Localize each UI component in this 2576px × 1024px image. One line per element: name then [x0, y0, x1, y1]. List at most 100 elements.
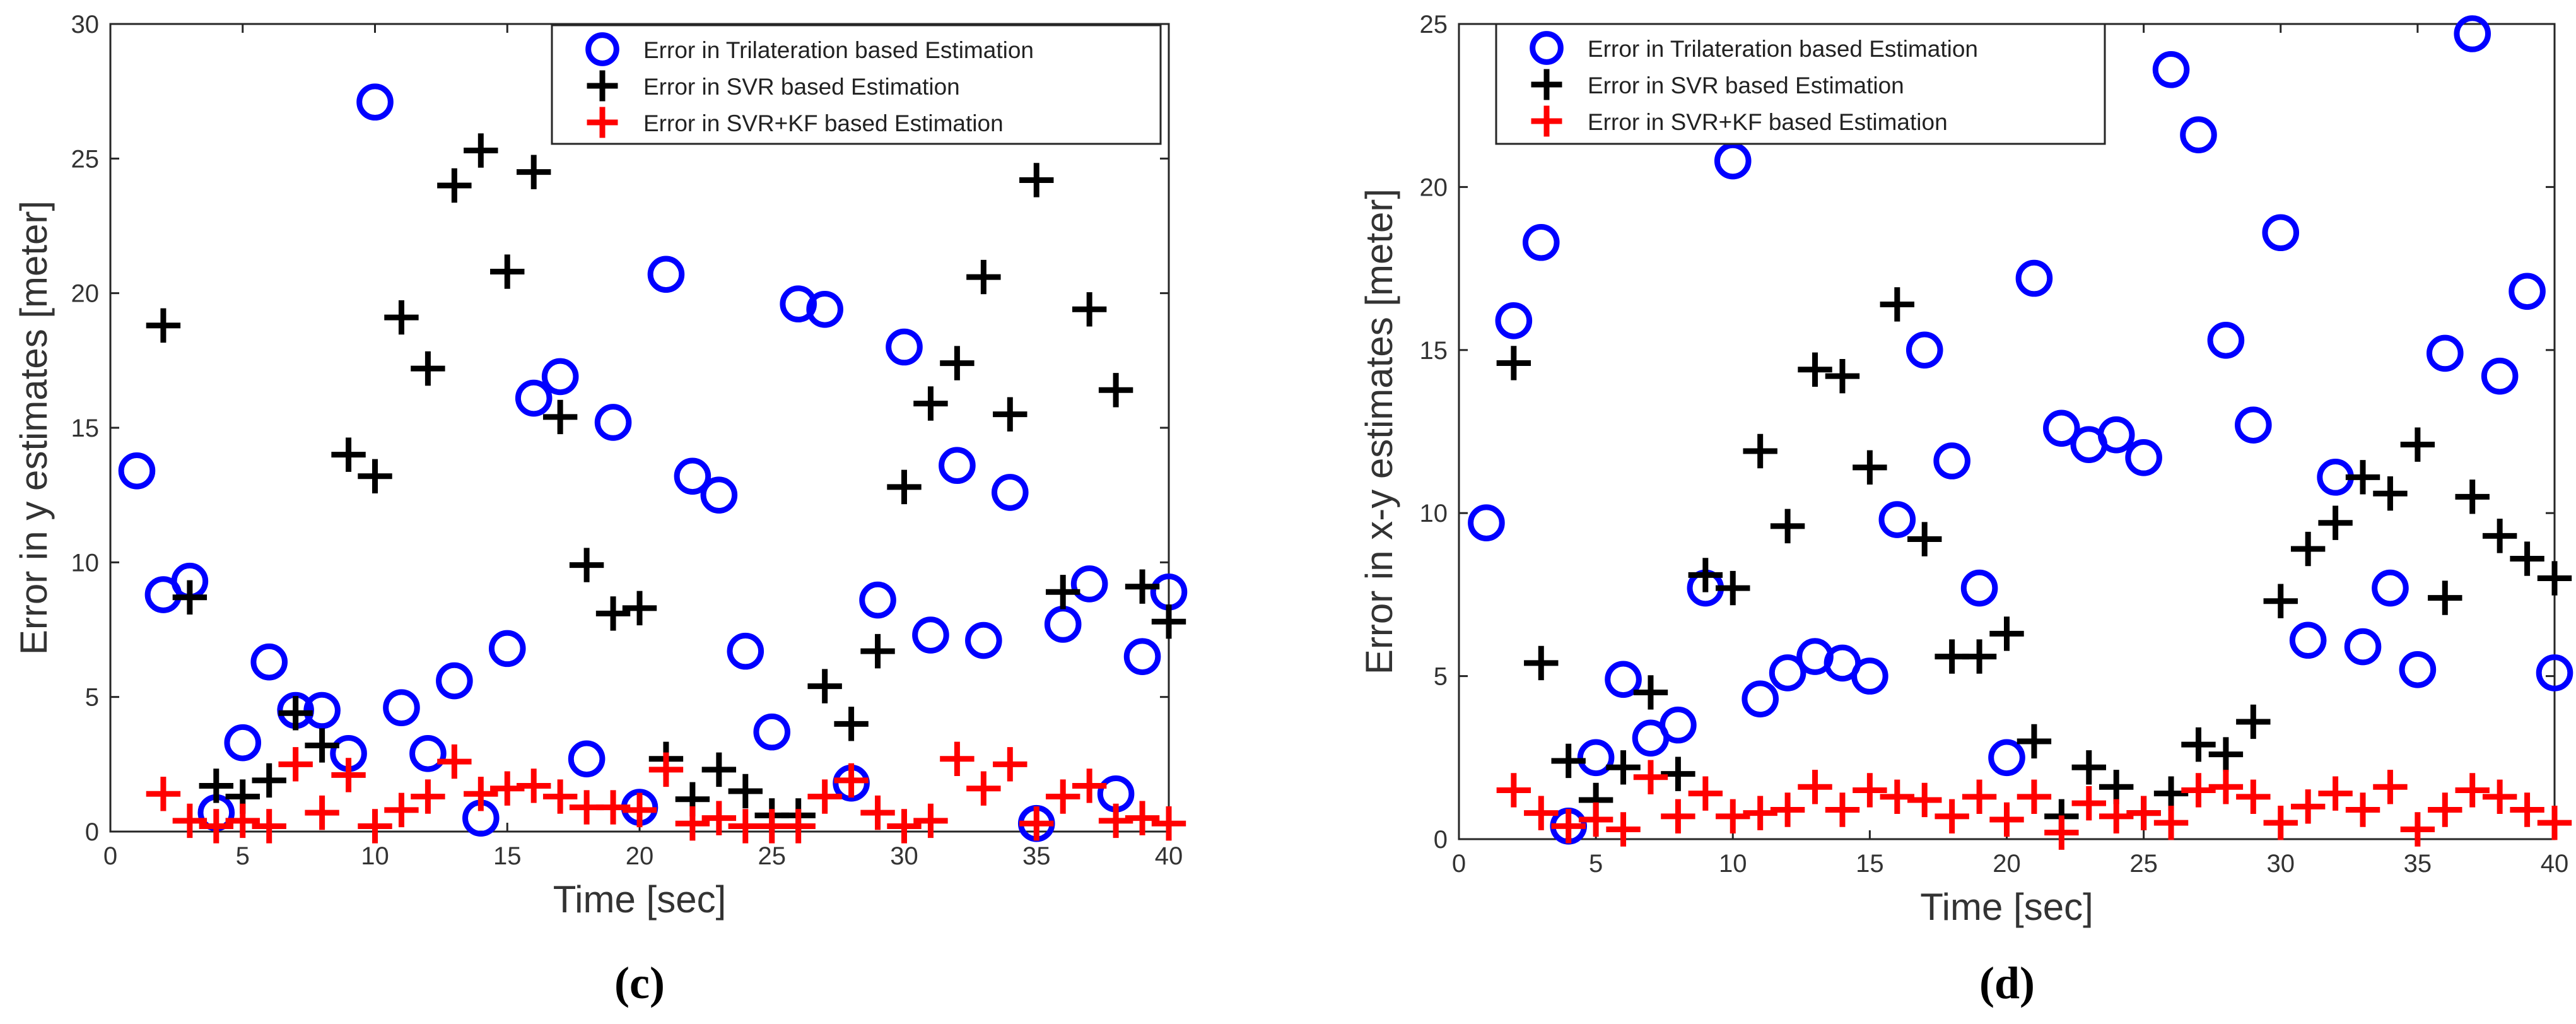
- data-point: [1851, 657, 1888, 695]
- data-point: [1123, 638, 1161, 675]
- data-point: [1853, 450, 1887, 485]
- data-point: [1496, 346, 1531, 380]
- legend-label: Error in SVR based Estimation: [1588, 73, 1904, 98]
- data-point: [1046, 575, 1080, 609]
- data-point: [2181, 727, 2216, 762]
- y-tick-label: 25: [1420, 11, 1448, 38]
- data-point: [542, 399, 578, 435]
- data-point: [1989, 802, 2024, 837]
- data-point: [701, 752, 737, 787]
- figure-caption: (c): [614, 958, 665, 1008]
- legend-box: [551, 24, 1162, 145]
- data-point: [2262, 214, 2300, 252]
- data-point: [2510, 792, 2544, 827]
- data-point: [1578, 802, 1613, 837]
- data-point: [2318, 776, 2353, 811]
- legend-marker: [587, 107, 618, 138]
- data-point: [781, 809, 816, 844]
- data-point: [542, 779, 578, 814]
- data-point: [1633, 675, 1668, 710]
- x-tick-label: 35: [1022, 842, 1051, 870]
- data-point: [2015, 259, 2053, 297]
- x-tick-label: 0: [1452, 850, 1466, 878]
- x-axis-label: Time [sec]: [553, 878, 726, 921]
- chart-panel-c: 0 5 10 15 20 25 30 35 40 0 5 10 15 20 25 30 Time [sec] Er…: [13, 11, 1188, 1008]
- data-point: [1468, 504, 1505, 542]
- y-tick-label: 5: [85, 684, 99, 712]
- data-point: [358, 459, 392, 493]
- data-point: [2289, 621, 2327, 659]
- data-point: [515, 379, 553, 417]
- data-point: [1661, 756, 1695, 791]
- data-point: [1125, 569, 1160, 604]
- data-point: [2153, 805, 2189, 840]
- data-point: [1933, 442, 1970, 480]
- data-point: [700, 476, 738, 514]
- x-tick-label: 15: [493, 842, 522, 870]
- data-point: [1125, 801, 1160, 835]
- data-point: [331, 758, 366, 792]
- data-point: [2152, 51, 2190, 88]
- data-point: [966, 771, 1001, 806]
- data-point: [409, 734, 447, 772]
- data-point: [224, 724, 262, 762]
- data-point: [806, 290, 843, 328]
- y-tick-label: 20: [71, 280, 100, 308]
- data-point: [834, 763, 869, 798]
- data-point: [1798, 352, 1832, 387]
- data-point: [1769, 654, 1806, 691]
- data-point: [1688, 776, 1723, 811]
- data-point: [2454, 15, 2491, 52]
- data-point: [647, 256, 685, 293]
- series-3: [1496, 760, 2572, 850]
- data-point: [252, 809, 286, 844]
- legend-label: Error in Trilateration based Estimation: [1588, 36, 1978, 62]
- data-point: [118, 452, 156, 490]
- data-point: [1907, 782, 1942, 818]
- data-point: [2345, 792, 2380, 827]
- data-point: [2482, 519, 2517, 553]
- data-point: [2017, 779, 2052, 815]
- data-point: [1906, 331, 1943, 369]
- data-point: [2537, 561, 2572, 596]
- data-point: [860, 633, 895, 669]
- data-point: [2071, 750, 2106, 785]
- x-tick-label: 25: [758, 842, 787, 870]
- data-point: [1551, 743, 1586, 779]
- data-point: [2482, 779, 2517, 815]
- data-point: [1798, 770, 1832, 804]
- data-point: [568, 740, 606, 778]
- y-tick-label: 25: [71, 145, 100, 173]
- data-point: [1770, 792, 1805, 827]
- data-point: [356, 83, 394, 121]
- data-point: [2235, 406, 2272, 444]
- data-point: [2399, 650, 2437, 688]
- legend-box: [1495, 23, 2106, 145]
- data-point: [913, 386, 948, 421]
- series-1: [1468, 15, 2573, 845]
- data-point: [622, 792, 657, 828]
- x-tick-label: 5: [1589, 850, 1603, 878]
- data-point: [1072, 292, 1107, 327]
- data-point: [1742, 680, 1779, 718]
- data-point: [411, 351, 445, 386]
- y-tick-label: 15: [71, 415, 100, 442]
- data-point: [517, 155, 551, 189]
- data-point: [807, 779, 842, 814]
- x-tick-label: 20: [1993, 850, 2021, 878]
- data-point: [2290, 789, 2326, 824]
- data-point: [2372, 569, 2409, 607]
- data-point: [488, 630, 526, 668]
- data-point: [225, 803, 260, 839]
- data-point: [674, 457, 711, 495]
- data-point: [1495, 302, 1533, 339]
- data-point: [1880, 287, 1914, 322]
- data-point: [2207, 321, 2245, 359]
- x-tick-label: 35: [2404, 850, 2432, 878]
- data-point: [1098, 373, 1133, 408]
- data-point: [1606, 812, 1641, 847]
- legend-label: Error in Trilateration based Estimation: [643, 37, 1034, 63]
- data-point: [940, 346, 975, 380]
- data-point: [860, 795, 895, 830]
